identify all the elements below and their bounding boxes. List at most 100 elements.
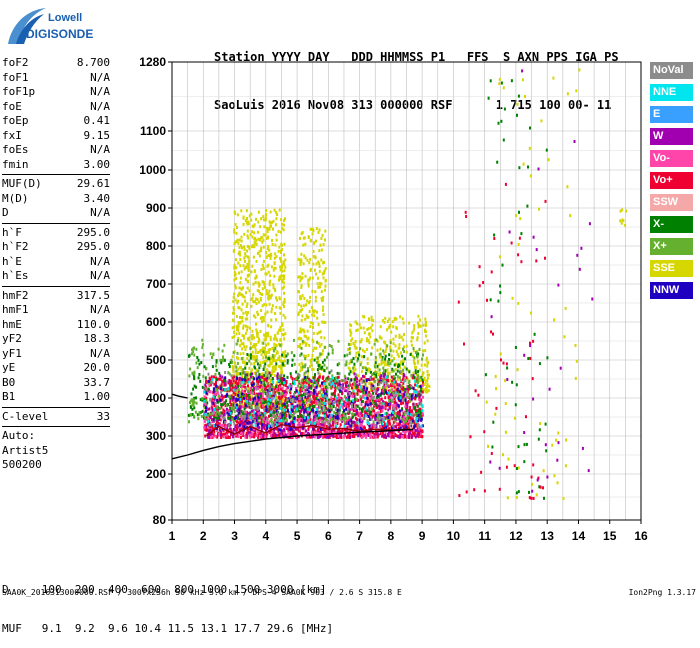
echo-point [260,247,262,250]
echo-point [228,380,230,383]
echo-point [293,431,295,434]
echo-point [255,281,257,284]
echo-point [413,360,415,363]
echo-point [205,367,207,370]
echo-point [235,299,237,302]
echo-point [229,401,231,404]
echo-point [392,404,394,407]
echo-point [246,305,248,308]
echo-point [251,368,253,371]
echo-point [218,433,220,436]
echo-point [238,324,240,327]
echo-point [243,361,245,364]
echo-point [312,405,314,408]
echo-point [363,355,365,358]
echo-point [300,410,302,413]
echo-point [234,393,236,396]
echo-point [397,375,399,378]
echo-point [408,322,410,325]
echo-point [344,375,346,378]
echo-point [246,302,248,305]
echo-point [229,436,231,439]
echo-point [349,347,351,350]
echo-point [271,310,273,313]
echo-point [253,343,255,346]
echo-point [314,269,316,272]
echo-point [408,381,410,384]
echo-point [337,422,339,425]
echo-point [388,372,390,375]
echo-point [252,297,254,300]
echo-point [319,385,321,388]
echo-point [425,321,427,324]
echo-point [242,312,244,315]
echo-point [227,417,229,420]
echo-point [413,432,415,435]
echo-point [190,414,192,417]
echo-point [375,359,377,362]
echo-point [253,256,255,259]
echo-point [309,277,311,280]
echo-point [267,230,269,233]
echo-point [212,436,214,439]
echo-point [249,347,251,350]
echo-point [218,395,220,398]
echo-point [266,227,268,230]
echo-point [324,337,326,340]
echo-point [367,339,369,342]
echo-point [222,424,224,427]
echo-point [236,301,238,304]
echo-point [247,280,249,283]
echo-point [412,355,414,358]
echo-point [344,395,346,398]
echo-point [240,352,242,355]
echo-point [280,231,282,234]
echo-point [283,352,285,355]
echo-point [263,281,265,284]
echo-point [265,251,267,254]
echo-point [362,407,364,410]
echo-point [362,435,364,438]
echo-point [380,325,382,328]
echo-point [246,373,248,376]
echo-point [243,216,245,219]
echo-point [329,344,331,347]
echo-point [418,393,420,396]
echo-point [301,379,303,382]
echo-point [195,386,197,389]
echo-point [381,406,383,409]
echo-point [343,435,345,438]
echo-point [229,427,231,430]
echo-point [383,341,385,344]
echo-point [247,326,249,329]
echo-point [265,353,267,356]
echo-point [263,348,265,351]
echo-point [299,330,301,333]
echo-point [318,379,320,382]
echo-point [305,303,307,306]
echo-point [237,362,239,365]
echo-point [201,415,203,418]
echo-point [240,414,242,417]
echo-point [352,413,354,416]
echo-point [246,250,248,253]
echo-point [283,281,285,284]
echo-point [243,342,245,345]
echo-point [239,264,241,267]
echo-point [306,379,308,382]
echo-point [242,405,244,408]
echo-point [334,380,336,383]
echo-point [259,385,261,388]
echo-point [293,339,295,342]
echo-point [375,375,377,378]
echo-point [365,436,367,439]
echo-point [379,398,381,401]
echo-point [276,239,278,242]
echo-point [328,353,330,356]
echo-point [400,351,402,354]
echo-point [316,227,318,230]
echo-point [313,250,315,253]
echo-point [208,430,210,433]
echo-point [300,253,302,256]
echo-point [279,432,281,435]
